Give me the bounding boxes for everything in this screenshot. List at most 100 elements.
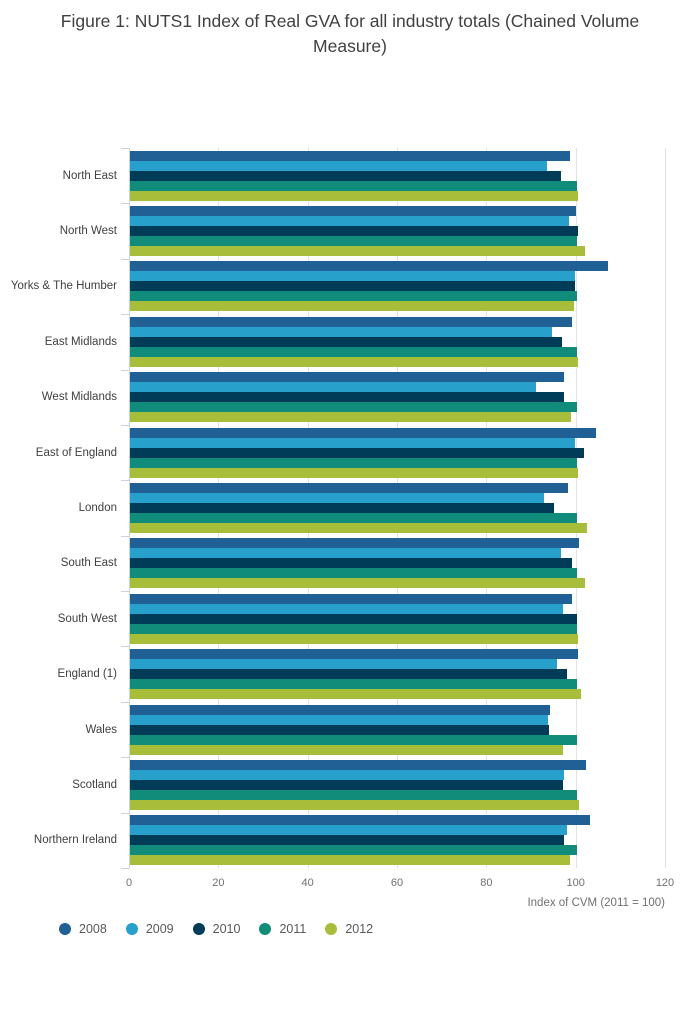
legend-dot-2009: [125, 923, 138, 935]
y-axis-tick: [121, 370, 129, 371]
chart-title: Figure 1: NUTS1 Index of Real GVA for al…: [60, 11, 640, 56]
y-axis-tick: [121, 425, 129, 426]
y-axis-tick: [121, 536, 129, 537]
legend-item-2010[interactable]: 2010: [192, 922, 241, 936]
bar-2011-scotland: [130, 789, 577, 800]
bar-2012-north-east: [130, 190, 578, 201]
bar-2011-wales: [130, 734, 577, 745]
bar-2009-yorks-the-humber: [130, 271, 575, 282]
bar-2012-yorks-the-humber: [130, 301, 574, 312]
bar-2008-yorks-the-humber: [130, 261, 608, 272]
legend-item-2011[interactable]: 2011: [259, 922, 306, 936]
region-label-east-midlands: East Midlands: [44, 335, 117, 348]
legend-dot-2012: [325, 923, 338, 935]
bar-2012-northern-ireland: [130, 855, 570, 866]
legend-item-2009[interactable]: 2009: [125, 922, 174, 936]
legend-dot-2010: [192, 923, 205, 935]
bar-2009-northern-ireland: [130, 825, 567, 836]
bar-2012-south-east: [130, 578, 586, 589]
bar-2009-east-midlands: [130, 326, 552, 337]
bar-2011-west-midlands: [130, 402, 577, 413]
region-label-east-of-england: East of England: [35, 446, 117, 459]
bar-2008-england-1: [130, 649, 578, 660]
y-axis-tick: [121, 148, 129, 149]
bar-group-south-west: [130, 591, 665, 646]
bar-2009-england-1: [130, 659, 557, 670]
y-axis-tick: [121, 314, 129, 315]
plot-area: [121, 148, 666, 869]
y-axis-category-labels: North East North West Yorks & The Humber Ea…: [0, 148, 117, 868]
bar-2010-east-of-england: [130, 447, 585, 458]
bar-group-west-midlands: [130, 370, 665, 425]
bar-2010-north-west: [130, 226, 579, 237]
bar-2011-england-1: [130, 679, 577, 690]
region-label-scotland: Scotland: [72, 778, 117, 791]
x-tick-label-100: 100: [566, 877, 585, 889]
bar-2012-east-of-england: [130, 467, 579, 478]
y-axis-tick: [121, 757, 129, 758]
legend-dot-2008: [59, 923, 71, 935]
bar-2011-northern-ireland: [130, 845, 577, 856]
bar-2011-east-midlands: [130, 346, 577, 357]
bar-2008-wales: [130, 704, 550, 715]
bar-2008-northern-ireland: [130, 815, 591, 826]
bar-2011-yorks-the-humber: [130, 291, 577, 302]
bar-2009-north-west: [130, 216, 570, 227]
bar-group-north-west: [130, 203, 665, 258]
x-axis-caption: Index of CVM (2011 = 100): [527, 897, 665, 909]
bar-group-yorks-the-humber: [130, 259, 665, 314]
bar-2009-scotland: [130, 769, 565, 780]
bar-2012-east-midlands: [130, 356, 579, 367]
legend-item-2012[interactable]: 2012: [325, 922, 373, 936]
y-axis-line: [129, 148, 130, 868]
y-axis-tick: [121, 480, 129, 481]
y-axis-tick: [121, 591, 129, 592]
bar-2011-east-of-england: [130, 457, 577, 468]
bar-2009-london: [130, 492, 544, 503]
bar-2011-london: [130, 512, 577, 523]
region-label-north-east: North East: [62, 169, 117, 182]
legend-label-2012: 2012: [345, 922, 374, 936]
region-label-yorks-the-humber: Yorks & The Humber: [10, 280, 117, 293]
bar-2010-south-west: [130, 613, 577, 624]
bar-2011-north-east: [130, 180, 577, 191]
bar-2008-north-east: [130, 150, 570, 161]
x-tick-label-80: 80: [480, 877, 493, 889]
bar-2008-east-midlands: [130, 316, 573, 327]
bar-2010-england-1: [130, 669, 568, 680]
region-label-south-east: South East: [60, 557, 117, 570]
bar-2011-north-west: [130, 236, 577, 247]
bar-2012-england-1: [130, 689, 582, 700]
bar-2009-east-of-england: [130, 437, 575, 448]
bar-2012-london: [130, 522, 588, 533]
y-axis-tick: [121, 646, 129, 647]
bar-2008-east-of-england: [130, 427, 597, 438]
bar-2010-northern-ireland: [130, 835, 564, 846]
bar-2008-north-west: [130, 206, 576, 217]
region-label-south-west: South West: [57, 612, 117, 625]
y-axis-tick: [121, 813, 129, 814]
legend: 2008 2009 2010 2011 2012: [59, 922, 373, 936]
legend-item-2008[interactable]: 2008: [59, 922, 107, 936]
bar-group-england-1: [130, 646, 665, 701]
bar-group-wales: [130, 702, 665, 757]
legend-label-2009: 2009: [145, 922, 174, 936]
y-axis-tick: [121, 702, 129, 703]
bar-2012-south-west: [130, 633, 578, 644]
bar-group-northern-ireland: [130, 813, 665, 868]
legend-label-2010: 2010: [212, 922, 241, 936]
legend-label-2008: 2008: [79, 922, 107, 936]
bar-group-east-of-england: [130, 425, 665, 480]
x-tick-label-40: 40: [301, 877, 314, 889]
bar-2010-london: [130, 502, 554, 513]
bar-2009-south-east: [130, 548, 562, 559]
y-axis-tick: [121, 868, 129, 869]
gridline-x-120: [665, 148, 666, 868]
bar-2008-scotland: [130, 759, 587, 770]
region-label-north-west: North West: [59, 225, 117, 238]
bar-2011-south-east: [130, 568, 577, 579]
bar-2010-east-midlands: [130, 336, 562, 347]
x-tick-label-20: 20: [212, 877, 225, 889]
region-label-wales: Wales: [85, 723, 117, 736]
region-label-london: London: [78, 501, 117, 514]
